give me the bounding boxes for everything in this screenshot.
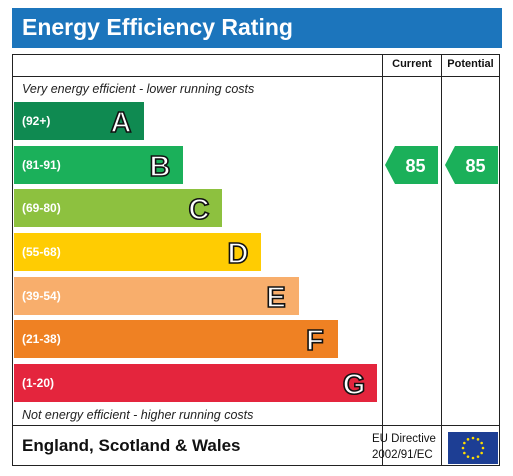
potential-rating-arrow-value: 85 xyxy=(465,156,485,176)
eu-directive-line2: 2002/91/EC xyxy=(372,449,433,461)
top-note: Very energy efficient - lower running co… xyxy=(22,82,255,96)
band-letter: D xyxy=(227,237,250,269)
band-letter-text: G xyxy=(343,369,366,400)
band-c: (69-80) C xyxy=(14,189,222,227)
band-letter-text: A xyxy=(111,107,132,138)
eu-star xyxy=(481,446,485,450)
band-letter-text: C xyxy=(189,194,210,225)
eu-star xyxy=(480,441,483,445)
band-range-label: (92+) xyxy=(22,114,51,128)
eu-star xyxy=(471,436,475,440)
band-range-label: (39-54) xyxy=(22,289,61,303)
column-divider-potential xyxy=(441,54,442,466)
band-range-label: (69-80) xyxy=(22,201,61,215)
header-row-divider xyxy=(12,76,500,77)
band-d: (55-68) D xyxy=(14,233,261,271)
band-letter: A xyxy=(110,106,133,138)
band-a: (92+) A xyxy=(14,102,144,140)
eu-star xyxy=(476,455,480,458)
band-letter: B xyxy=(149,150,172,182)
band-letter: C xyxy=(188,193,211,225)
eu-flag-icon xyxy=(448,432,498,464)
rating-table xyxy=(12,54,500,466)
band-letter-text: F xyxy=(306,325,324,356)
eu-star xyxy=(463,441,466,445)
band-letter: F xyxy=(305,324,324,356)
band-range-label: (1-20) xyxy=(22,376,55,390)
current-rating-arrow-value: 85 xyxy=(405,156,425,176)
band-g: (1-20) G xyxy=(14,364,377,402)
eu-directive-line1: EU Directive xyxy=(372,433,436,445)
band-b: (81-91) B xyxy=(14,146,183,184)
column-divider-current xyxy=(382,54,383,466)
page-title: Energy Efficiency Rating xyxy=(22,14,293,40)
title-banner: Energy Efficiency Rating xyxy=(12,8,502,48)
potential-rating-arrow: 85 xyxy=(445,146,498,184)
eu-star xyxy=(463,451,466,455)
current-column-header: Current xyxy=(392,58,432,70)
eu-star xyxy=(471,456,475,460)
band-e: (39-54) E xyxy=(14,277,299,315)
potential-rating-arrow-shape xyxy=(445,146,498,184)
eu-star xyxy=(476,438,480,441)
band-letter: G xyxy=(342,368,366,400)
band-letter-text: E xyxy=(266,282,285,313)
band-range-label: (21-38) xyxy=(22,332,61,346)
footer-row-divider xyxy=(12,425,500,426)
band-range-label: (55-68) xyxy=(22,245,61,259)
region-label: England, Scotland & Wales xyxy=(22,436,241,455)
current-rating-arrow: 85 xyxy=(385,146,438,184)
band-range-label: (81-91) xyxy=(22,158,61,172)
band-letter-text: B xyxy=(150,151,171,182)
bottom-note: Not energy efficient - higher running co… xyxy=(22,408,254,422)
potential-column-header: Potential xyxy=(447,58,494,70)
current-rating-arrow-shape xyxy=(385,146,438,184)
eu-star xyxy=(461,446,465,450)
eu-star xyxy=(466,438,470,441)
band-f: (21-38) F xyxy=(14,320,338,358)
band-letter-text: D xyxy=(228,238,249,269)
eu-star xyxy=(466,455,470,458)
band-letter: E xyxy=(266,281,287,313)
eu-star xyxy=(480,451,483,455)
eu-stars-icon xyxy=(461,436,485,460)
